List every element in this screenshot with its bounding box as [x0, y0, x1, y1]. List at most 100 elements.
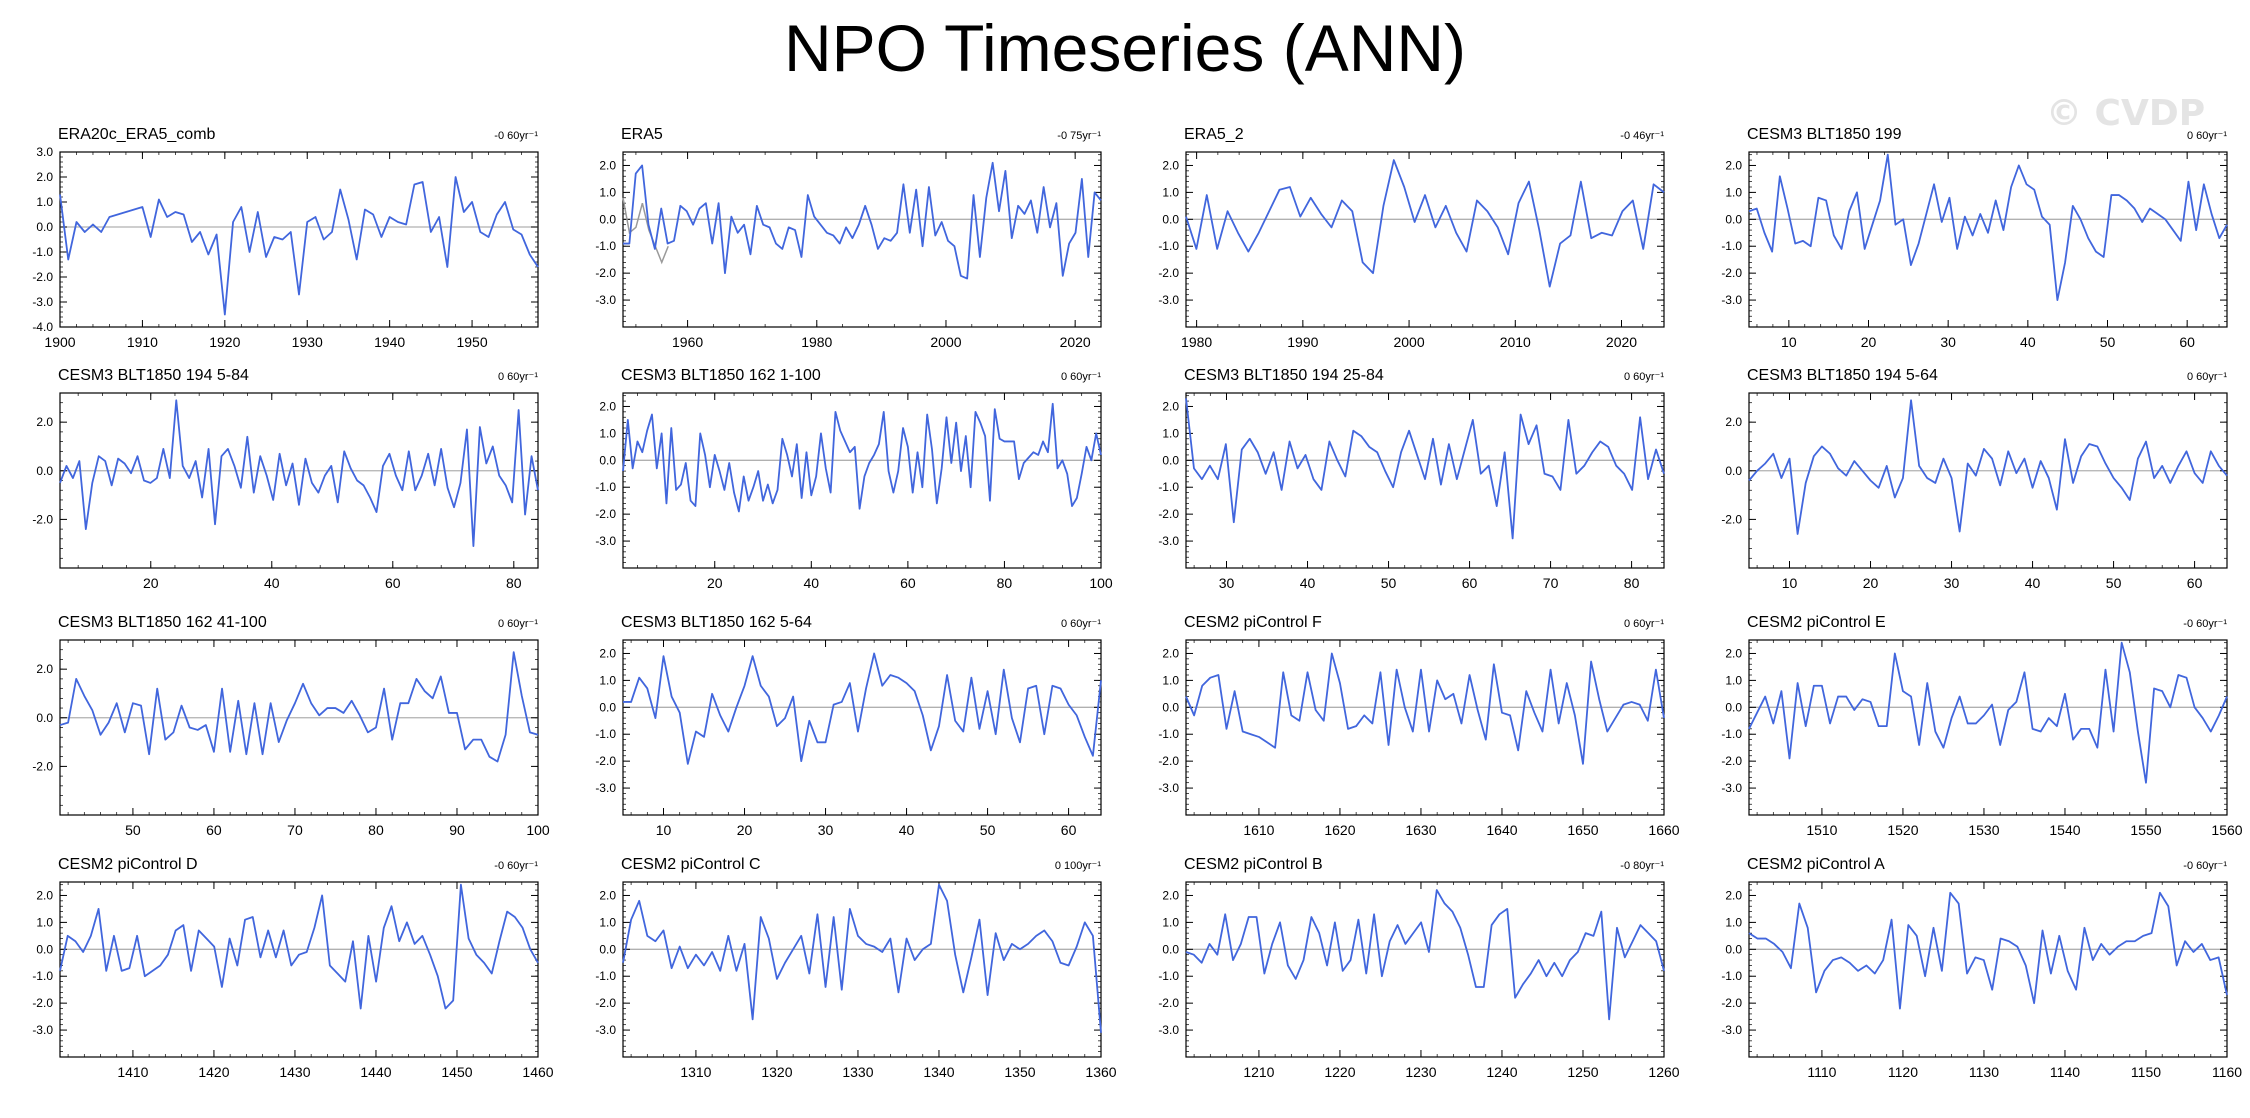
panel-frame: [1748, 392, 2228, 569]
chart-panel: ERA5 -0 75yr⁻¹ -3.0 -2.0 -1.0 0.0 1.0 2.0 1960 19…: [595, 126, 1102, 350]
x-tick-label: 1250: [1567, 1064, 1598, 1080]
panel-trend-label: -0 60yr⁻¹: [494, 860, 538, 872]
y-tick-label: 2.0: [36, 415, 53, 429]
x-tick-label: 1220: [1324, 1064, 1355, 1080]
x-tick-label: 1140: [2050, 1064, 2080, 1080]
y-tick-label: -1.0: [1158, 239, 1179, 253]
y-tick-label: 2.0: [599, 158, 616, 172]
panel-title: CESM3 BLT1850 194 25-84: [1184, 367, 1384, 384]
y-tick-label: -3.0: [1158, 534, 1179, 548]
chart-panel: CESM3 BLT1850 194 25-84 0 60yr⁻¹ -3.0 -2.0 -…: [1158, 367, 1665, 591]
x-tick-label: 40: [804, 575, 820, 591]
panel-frame: [1185, 881, 1665, 1058]
chart-panel: ERA5_2 -0 46yr⁻¹ -3.0 -2.0 -1.0 0.0 1.0 2.0 1980…: [1158, 126, 1665, 350]
panel-trend-label: 0 60yr⁻¹: [1061, 618, 1101, 630]
x-tick-label: 1960: [672, 334, 703, 350]
panel-frame: [622, 392, 1102, 569]
panel-trend-label: 0 100yr⁻¹: [1055, 860, 1101, 872]
panel-title: CESM3 BLT1850 194 5-84: [58, 367, 249, 384]
panel-trend-label: 0 60yr⁻¹: [1624, 371, 1664, 383]
y-tick-label: -2.0: [595, 507, 616, 521]
chart-panel: CESM2 piControl D -0 60yr⁻¹ -3.0 -2.0 -1.0 0.…: [32, 856, 553, 1080]
y-tick-label: 1.0: [1162, 915, 1179, 929]
x-tick-label: 1260: [1648, 1064, 1679, 1080]
x-tick-label: 1130: [1969, 1064, 1999, 1080]
y-tick-label: -3.0: [1721, 781, 1742, 795]
y-tick-label: 2.0: [599, 399, 616, 413]
x-tick-label: 20: [143, 575, 159, 591]
y-tick-label: 2.0: [1162, 888, 1179, 902]
x-tick-label: 1110: [1807, 1064, 1836, 1080]
x-tick-label: 20: [1863, 575, 1879, 591]
y-tick-label: 0.0: [599, 942, 616, 956]
x-tick-label: 1510: [1806, 822, 1837, 838]
x-tick-label: 1990: [1287, 334, 1318, 350]
x-tick-label: 90: [449, 822, 465, 838]
x-tick-label: 60: [900, 575, 916, 591]
x-tick-label: 1620: [1324, 822, 1355, 838]
figure-title: NPO Timeseries (ANN): [783, 11, 1467, 85]
x-tick-label: 1160: [2212, 1064, 2242, 1080]
x-tick-label: 1540: [2049, 822, 2080, 838]
y-tick-label: 0.0: [1725, 212, 1742, 226]
x-tick-label: 60: [385, 575, 401, 591]
panel-title: CESM3 BLT1850 199: [1747, 126, 1902, 143]
x-tick-label: 1950: [456, 334, 487, 350]
x-tick-label: 50: [1381, 575, 1397, 591]
x-tick-label: 1230: [1405, 1064, 1436, 1080]
panel-trend-label: -0 60yr⁻¹: [2183, 860, 2227, 872]
panel-frame: [59, 392, 539, 569]
panel-title: ERA5_2: [1184, 126, 1244, 143]
x-tick-label: 60: [2179, 334, 2195, 350]
panel-frame: [1185, 392, 1665, 569]
y-tick-label: -1.0: [32, 969, 53, 983]
y-tick-label: -2.0: [595, 996, 616, 1010]
x-tick-label: 30: [818, 822, 834, 838]
x-tick-label: 1650: [1567, 822, 1598, 838]
y-tick-label: -3.0: [1158, 293, 1179, 307]
x-tick-label: 1320: [761, 1064, 792, 1080]
x-tick-label: 10: [656, 822, 672, 838]
panel-frame: [59, 639, 539, 816]
x-tick-label: 50: [2100, 334, 2116, 350]
y-tick-label: -1.0: [1158, 480, 1179, 494]
x-tick-label: 10: [1781, 334, 1797, 350]
x-tick-label: 1210: [1243, 1064, 1274, 1080]
x-tick-label: 60: [1462, 575, 1478, 591]
y-tick-label: -3.0: [1158, 781, 1179, 795]
y-tick-label: 0.0: [36, 220, 53, 234]
panel-trend-label: -0 80yr⁻¹: [1620, 860, 1664, 872]
y-tick-label: -1.0: [1721, 727, 1742, 741]
y-tick-label: -3.0: [32, 295, 53, 309]
y-tick-label: 0.0: [599, 700, 616, 714]
y-tick-label: 0.0: [1162, 453, 1179, 467]
y-tick-label: 1.0: [36, 195, 53, 209]
x-tick-label: 20: [707, 575, 723, 591]
x-tick-label: 1520: [1887, 822, 1918, 838]
panel-trend-label: -0 46yr⁻¹: [1620, 130, 1664, 142]
x-tick-label: 100: [1089, 575, 1113, 591]
y-tick-label: -1.0: [32, 245, 53, 259]
panel-trend-label: 0 60yr⁻¹: [498, 618, 538, 630]
y-tick-label: 2.0: [36, 888, 53, 902]
y-tick-label: 2.0: [1725, 646, 1742, 660]
y-tick-label: -1.0: [595, 969, 616, 983]
x-tick-label: 1150: [2131, 1064, 2161, 1080]
npo-series-line: [1185, 889, 1665, 1021]
x-tick-label: 50: [980, 822, 996, 838]
x-tick-label: 50: [125, 822, 141, 838]
y-tick-label: -2.0: [1158, 754, 1179, 768]
npo-series-line: [623, 161, 1102, 280]
y-tick-label: -1.0: [595, 239, 616, 253]
y-tick-label: 0.0: [599, 453, 616, 467]
y-tick-label: -3.0: [595, 1023, 616, 1037]
panel-title: CESM2 piControl C: [621, 856, 761, 873]
x-tick-label: 2000: [930, 334, 961, 350]
y-tick-label: -3.0: [1721, 1023, 1742, 1037]
y-tick-label: -3.0: [595, 293, 616, 307]
x-tick-label: 30: [1219, 575, 1235, 591]
panel-trend-label: 0 60yr⁻¹: [2187, 130, 2227, 142]
panel-title: CESM2 piControl F: [1184, 614, 1322, 631]
x-tick-label: 1530: [1968, 822, 1999, 838]
